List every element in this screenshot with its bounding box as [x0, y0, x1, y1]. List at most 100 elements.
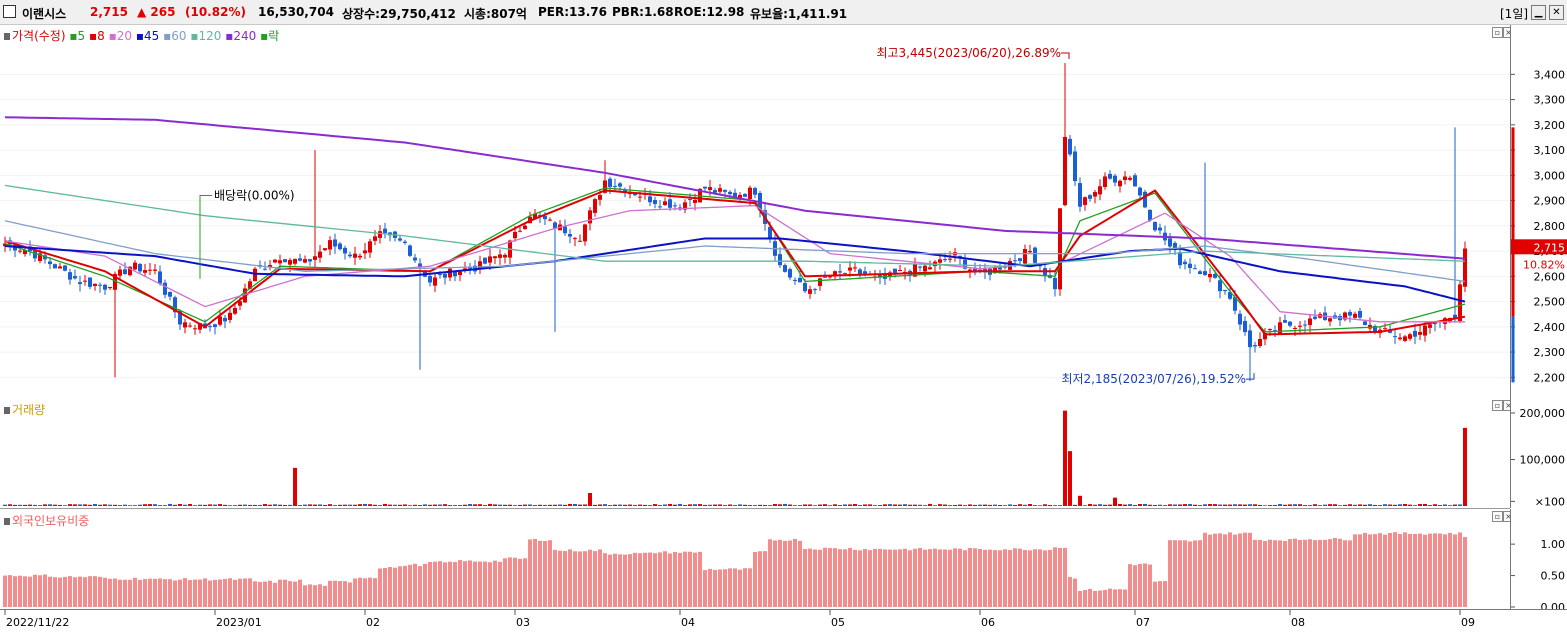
- foreign-bar: [868, 550, 872, 607]
- volume-bar: [248, 504, 252, 506]
- candle-body: [1398, 337, 1402, 340]
- ma-line-60: [4, 220, 1466, 283]
- volume-bar: [93, 503, 97, 506]
- candle: [1288, 320, 1292, 328]
- volume-bar: [313, 504, 317, 506]
- foreign-bar: [668, 553, 672, 607]
- candle: [813, 287, 817, 295]
- candle-body: [1068, 138, 1072, 155]
- candle: [558, 220, 562, 231]
- foreign-bar: [813, 549, 817, 607]
- foreign-bar: [968, 548, 972, 607]
- foreign-bar: [878, 548, 882, 607]
- volume-bar: [118, 505, 122, 506]
- volume-bar: [743, 504, 747, 506]
- candle: [278, 254, 282, 270]
- candle-body: [428, 276, 432, 283]
- close-button[interactable]: ✕: [1549, 5, 1564, 20]
- candle-body: [1458, 284, 1462, 322]
- candle: [163, 279, 167, 299]
- candle-body: [1158, 227, 1162, 231]
- foreign-bar: [713, 569, 717, 607]
- candle: [593, 197, 597, 217]
- candle-body: [438, 274, 442, 276]
- panel-minimize-icon[interactable]: ▫: [1492, 27, 1503, 38]
- candle: [1338, 313, 1342, 326]
- candle: [418, 258, 422, 370]
- volume-bar: [538, 504, 542, 506]
- candle: [113, 271, 117, 378]
- candle-body: [288, 260, 292, 265]
- candle-body: [828, 276, 832, 278]
- candle: [953, 247, 957, 262]
- foreign-bar: [558, 550, 562, 607]
- select-checkbox[interactable]: [3, 5, 16, 18]
- volume-minimize-icon[interactable]: ▫: [1492, 400, 1503, 411]
- volume-bar: [953, 505, 957, 506]
- price-chart[interactable]: 최고3,445(2023/06/20),26.89% 최저2,185(2023/0…: [0, 25, 1510, 398]
- volume-bar: [673, 504, 677, 506]
- volume-chart[interactable]: [0, 398, 1510, 508]
- foreign-bar: [363, 578, 367, 607]
- foreign-minimize-icon[interactable]: ▫: [1492, 511, 1503, 522]
- foreign-bar: [343, 581, 347, 607]
- period-selector[interactable]: [1일]: [1500, 7, 1529, 21]
- volume-bar: [303, 504, 307, 506]
- volume-bar: [623, 504, 627, 506]
- candle-body: [488, 256, 492, 263]
- foreign-chart[interactable]: [0, 509, 1510, 609]
- candle-body: [403, 241, 407, 243]
- candle-body: [193, 328, 197, 330]
- price-panel[interactable]: 최고3,445(2023/06/20),26.89% 최저2,185(2023/0…: [0, 25, 1514, 399]
- candle-body: [3, 243, 7, 247]
- foreign-bar: [898, 549, 902, 607]
- candle: [1198, 269, 1202, 275]
- foreign-bar: [128, 579, 132, 607]
- foreign-bar: [1268, 539, 1272, 607]
- candle: [78, 275, 82, 292]
- volume-bar: [348, 504, 352, 506]
- foreign-bar: [213, 579, 217, 607]
- volume-bar: [273, 504, 277, 506]
- candle: [1078, 177, 1082, 212]
- volume-bar: [418, 505, 422, 506]
- foreign-bar: [548, 540, 552, 607]
- foreign-bar: [273, 582, 277, 607]
- volume-bar: [153, 504, 157, 506]
- foreign-bar: [1203, 532, 1207, 607]
- foreign-bar: [498, 561, 502, 607]
- minimize-button[interactable]: ▁: [1531, 5, 1546, 20]
- volume-bar: [928, 503, 932, 506]
- volume-panel[interactable]: 거래량 ▫ ×: [0, 398, 1514, 509]
- volume-bar: [853, 504, 857, 506]
- candle: [183, 318, 187, 334]
- candle-body: [188, 325, 192, 327]
- volume-bar: [1063, 410, 1067, 506]
- foreign-bar: [1113, 589, 1117, 607]
- candle: [683, 199, 687, 214]
- foreign-panel[interactable]: 외국인보유비중 ▫ ×: [0, 509, 1514, 610]
- legend-volume: 거래량: [12, 403, 46, 417]
- volume-bar: [1128, 504, 1132, 506]
- foreign-bar: [1248, 532, 1252, 607]
- volume-bar: [1463, 427, 1467, 506]
- foreign-bar: [1108, 588, 1112, 607]
- candle: [148, 263, 152, 276]
- candle: [3, 236, 7, 252]
- candle-body: [928, 267, 932, 270]
- candle-body: [1288, 321, 1292, 326]
- candle-body: [463, 268, 467, 271]
- candle-body: [1168, 238, 1172, 247]
- candle: [308, 258, 312, 266]
- volume-bar: [533, 505, 537, 506]
- candle: [108, 286, 112, 290]
- foreign-bar: [1273, 540, 1277, 607]
- candle-body: [938, 259, 942, 263]
- volume-bar: [1088, 503, 1092, 506]
- foreign-bar: [278, 579, 282, 607]
- foreign-bar: [1383, 534, 1387, 607]
- price-tick-label: 3,300: [1534, 94, 1566, 107]
- candle-body: [318, 251, 322, 258]
- volume-bar: [1438, 505, 1442, 506]
- candle-body: [1258, 339, 1262, 347]
